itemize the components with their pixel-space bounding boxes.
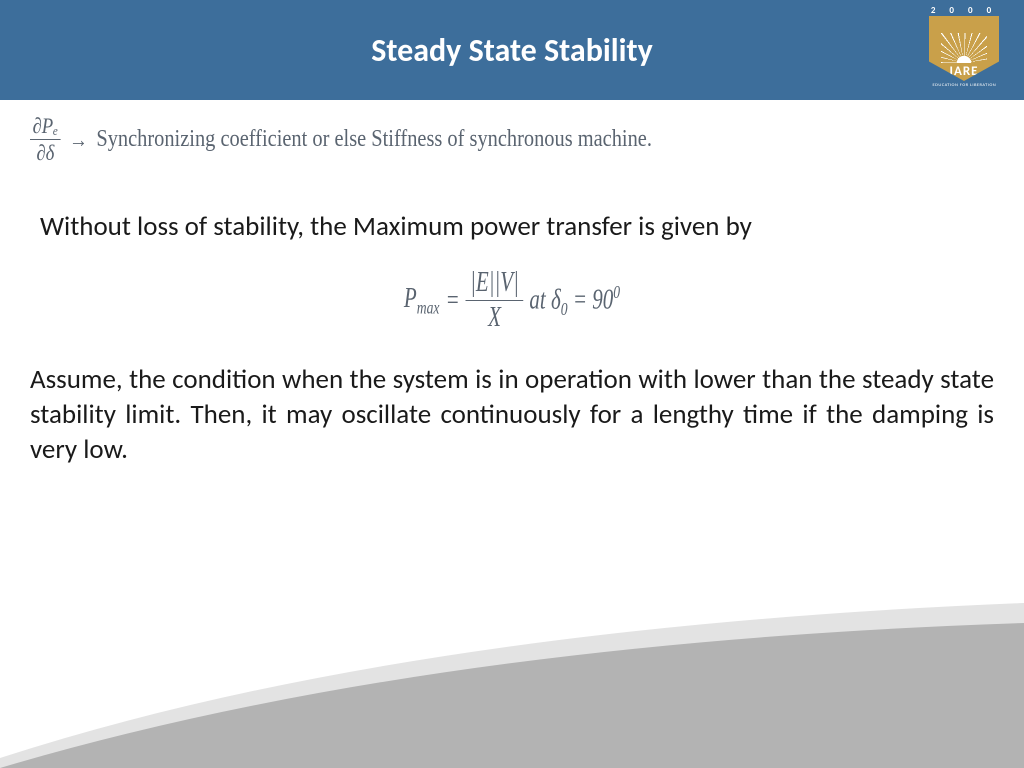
formula-equals: = <box>445 285 459 317</box>
derivative-label: Synchronizing coefficient or else Stiffn… <box>96 126 652 153</box>
formula-fraction: |E||V| X <box>466 269 524 332</box>
logo-tagline: EDUCATION FOR LIBERATION <box>932 82 996 87</box>
formula-p: Pmax <box>404 283 440 319</box>
formula-denominator: X <box>488 301 501 332</box>
derivative-denominator: ∂δ <box>36 140 54 164</box>
slide-body: ∂Pₑ ∂δ → Synchronizing coefficient or el… <box>0 100 1024 467</box>
logo-acronym: IARE <box>949 64 978 79</box>
pmax-formula: Pmax = |E||V| X at δ0 = 900 <box>151 269 874 332</box>
explanation-paragraph: Assume, the condition when the system is… <box>30 362 994 467</box>
formula-at-delta: at δ0 = 900 <box>529 282 620 320</box>
partial-derivative-fraction: ∂Pₑ ∂δ <box>30 115 61 164</box>
intro-paragraph: Without loss of stability, the Maximum p… <box>30 209 994 244</box>
slide-header: Steady State Stability 2 0 0 0 IARE EDUC… <box>0 0 1024 100</box>
derivative-expression: ∂Pₑ ∂δ → Synchronizing coefficient or el… <box>30 115 849 164</box>
logo-year: 2 0 0 0 <box>931 5 997 16</box>
logo-sun-icon <box>944 43 984 63</box>
logo-shield-icon: IARE <box>929 16 999 81</box>
arrow-icon: → <box>69 127 88 153</box>
formula-numerator: |E||V| <box>466 269 524 301</box>
institution-logo: 2 0 0 0 IARE EDUCATION FOR LIBERATION <box>924 5 1004 95</box>
derivative-numerator: ∂Pₑ <box>30 115 61 140</box>
decorative-swoosh <box>0 568 1024 768</box>
slide-title: Steady State Stability <box>371 31 652 70</box>
